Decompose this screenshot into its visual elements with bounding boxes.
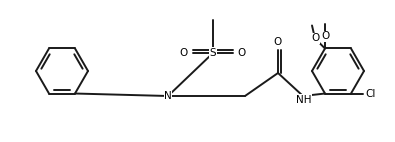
Text: O: O xyxy=(274,37,282,47)
Text: O: O xyxy=(238,48,246,58)
Text: O: O xyxy=(321,32,329,41)
Text: S: S xyxy=(210,48,216,58)
Text: NH: NH xyxy=(296,95,312,105)
Text: Cl: Cl xyxy=(366,88,376,99)
Text: O: O xyxy=(180,48,188,58)
Text: N: N xyxy=(164,91,172,101)
Text: O: O xyxy=(311,34,319,43)
